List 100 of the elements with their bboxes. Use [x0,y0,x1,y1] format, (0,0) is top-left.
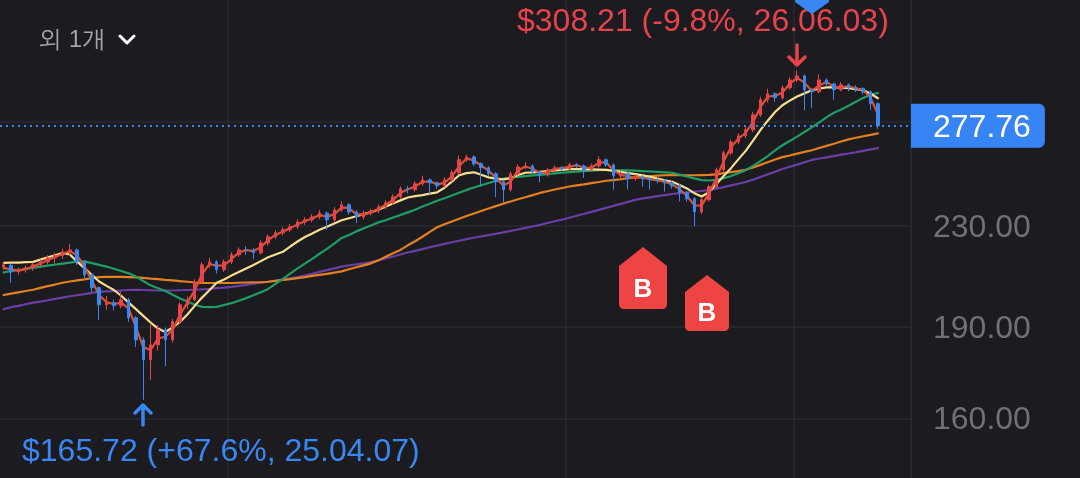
candlestick [553,164,556,172]
candlestick [105,295,108,311]
candlestick [487,165,490,177]
candlestick [656,177,659,184]
candlestick [582,163,586,179]
candlestick [560,165,564,172]
candlestick [590,163,593,173]
candlestick [479,161,483,187]
candlestick [546,167,549,177]
candlestick [839,81,843,92]
candlestick [817,73,821,94]
candlestick [707,184,711,203]
candlestick [861,86,865,96]
candlestick [406,185,409,194]
candlestick [288,223,292,233]
candlestick [112,298,116,311]
candlestick [369,208,373,217]
candlestick [634,173,637,182]
candlestick [663,178,667,193]
candlestick [149,323,152,381]
candlestick [399,185,402,200]
candlestick [384,199,387,210]
candlestick [53,252,57,265]
candlestick [435,180,439,190]
candlestick [9,263,13,284]
candlestick [222,258,226,273]
candlestick [810,87,814,109]
line-series [2,132,880,297]
candlestick [230,251,233,265]
candlestick [641,174,645,188]
candlestick [303,216,307,226]
candlestick [252,247,255,260]
ref-line-label: 277.76 [933,107,1031,144]
candlestick [788,76,792,91]
candlestick [266,233,270,247]
y-tick-label: 230.00 [933,207,1031,244]
candlestick [575,162,578,169]
annotation: 외 1개 [38,24,107,54]
candlestick [127,297,130,323]
candlestick [391,193,395,206]
candlestick [413,180,417,193]
candlestick [75,247,79,266]
candlestick [362,210,365,220]
y-tick-label: 190.00 [933,309,1031,346]
candlestick [516,163,520,177]
candlestick [693,196,696,227]
candlestick [90,272,94,293]
candlestick [325,210,329,231]
annotation: $165.72 (+67.6%, 25.04.07) [22,431,420,468]
candlestick [46,254,50,266]
candlestick [869,89,872,111]
candlestick [766,88,769,103]
candlestick [648,176,652,191]
annotation: B [633,272,653,303]
candlestick [171,318,174,343]
candlestick [509,170,512,192]
y-tick-label: 160.00 [933,400,1031,437]
candlestick [377,203,380,214]
candlestick [24,265,27,274]
candlestick [744,126,747,139]
candlestick [502,179,505,204]
candlestick [200,261,204,285]
annotation: B [697,296,717,327]
candlestick [781,84,784,101]
candlestick [531,163,534,175]
candlestick [700,197,703,215]
candlestick [244,245,248,256]
candlestick [318,209,321,220]
candlestick [538,169,542,183]
candlestick [612,162,615,191]
candlestick [215,259,218,275]
candlestick [208,257,211,269]
candlestick [193,278,196,303]
candlestick [333,206,336,223]
candlestick [68,243,72,257]
candlestick [751,111,755,133]
candlestick [142,336,145,401]
candlestick [97,285,101,321]
candlestick [803,73,806,111]
candlestick [465,154,468,163]
candlestick [568,162,571,171]
candlestick [178,301,182,325]
candlestick [156,324,160,352]
candlestick [759,96,762,118]
candlestick [443,176,446,189]
candlestick [494,171,498,198]
candlestick [2,261,5,270]
candlestick [61,248,64,260]
candlestick [472,154,476,167]
candlestick [678,183,681,202]
candlestick [340,200,343,213]
candlestick [274,229,277,240]
candlestick [604,157,608,168]
candlestick [450,169,454,183]
candlestick [39,259,42,269]
candlestick [421,175,424,187]
candlestick [715,167,718,189]
candlestick [347,202,351,216]
candlestick [164,326,167,367]
candlestick [597,155,601,169]
